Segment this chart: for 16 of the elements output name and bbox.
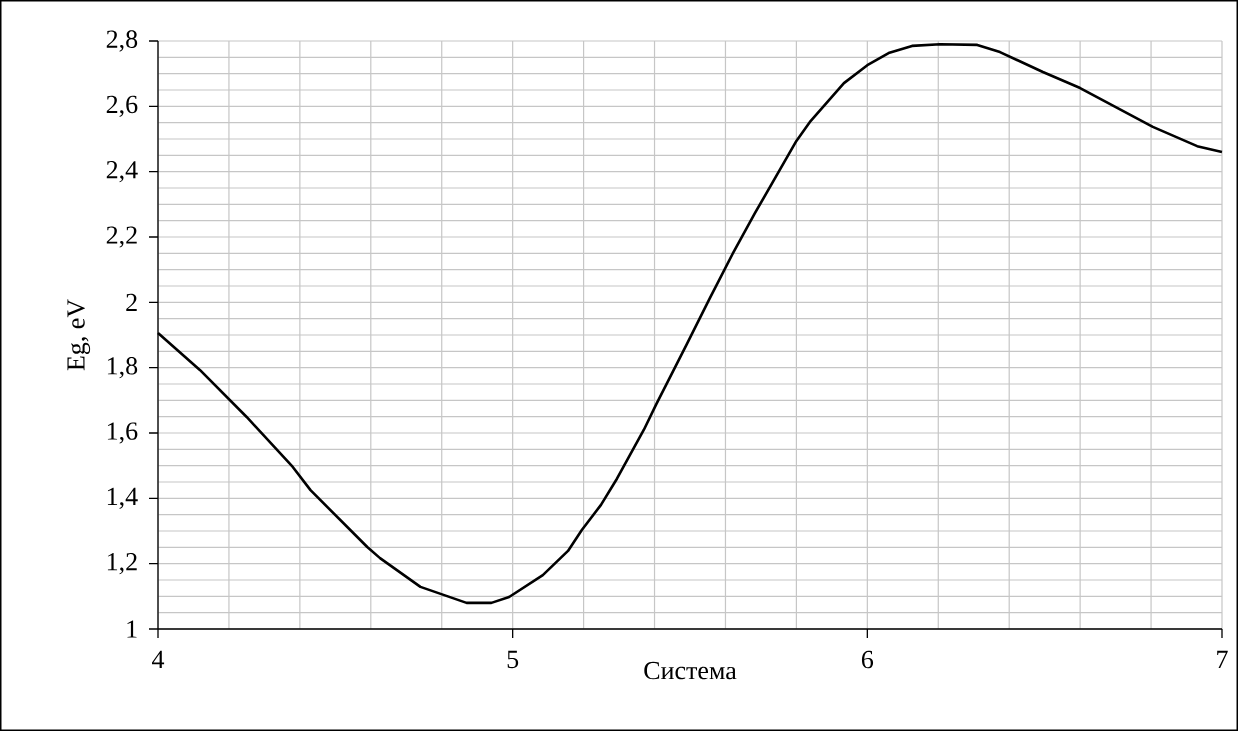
- y-tick-label: 2,6: [106, 95, 138, 117]
- y-tick-label: 1: [127, 620, 137, 638]
- y-tick-label: 1,8: [107, 357, 138, 379]
- x-axis-title: Система: [644, 661, 737, 680]
- y-tick-label: 2,8: [106, 30, 138, 52]
- y-tick-label: 1,4: [107, 487, 138, 509]
- x-tick-label: 4: [152, 650, 165, 668]
- y-tick-label: 2: [126, 293, 137, 311]
- y-axis-title: Eg, eV: [67, 299, 91, 371]
- x-tick-label: 7: [1217, 650, 1228, 668]
- y-tick-label: 2,4: [106, 161, 138, 183]
- y-tick-label: 1,6: [107, 422, 138, 444]
- x-tick-label: 6: [861, 650, 874, 669]
- y-tick-label: 2,2: [106, 226, 137, 248]
- y-tick-label: 1,2: [107, 553, 137, 575]
- x-tick-label: 5: [507, 650, 519, 669]
